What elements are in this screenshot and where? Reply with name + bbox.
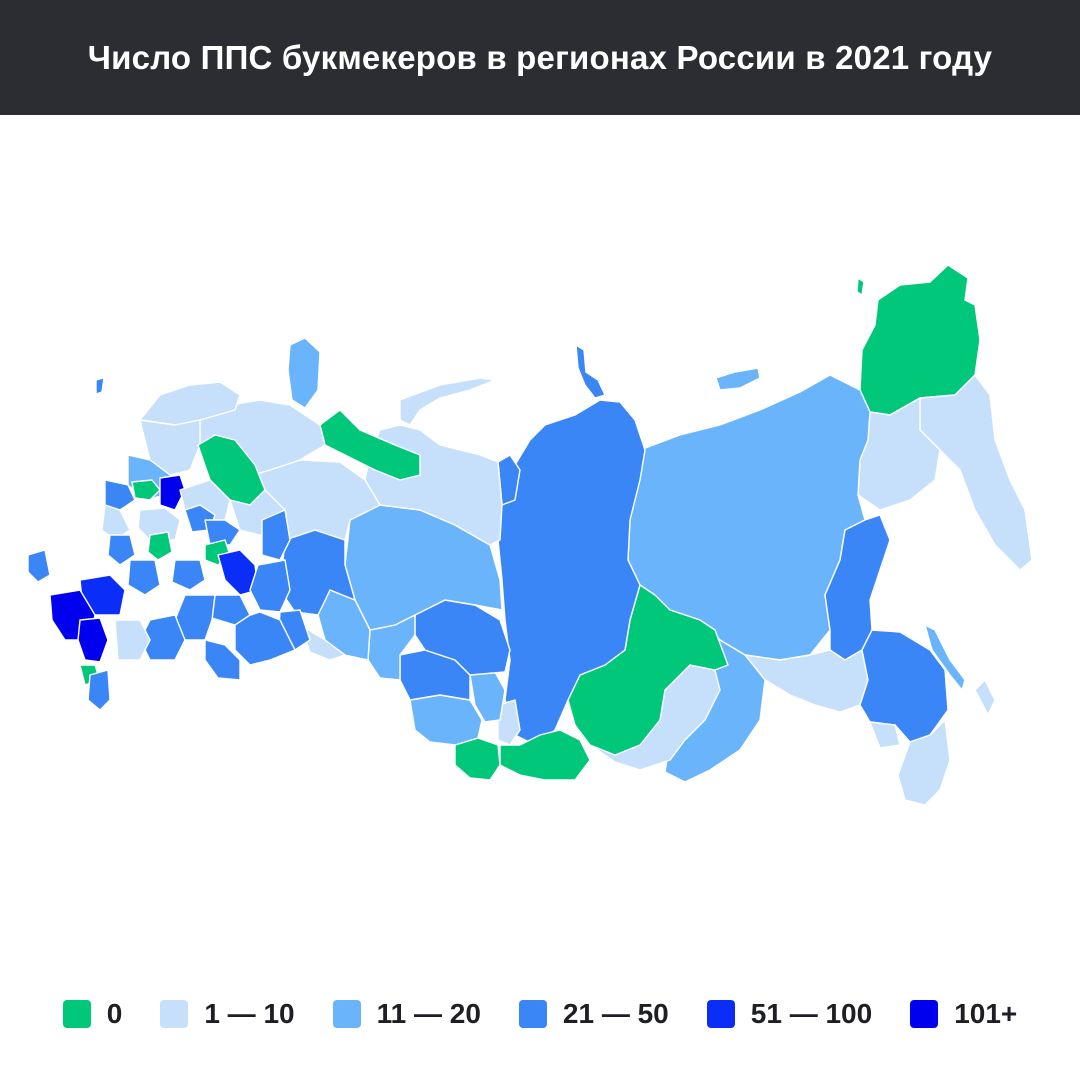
legend: 0 1 — 10 11 — 20 21 — 50 51 — 100 101+ [0, 990, 1080, 1038]
legend-item-101-plus: 101+ [910, 998, 1017, 1030]
region-ivanovo [204, 519, 241, 546]
region-spb [159, 474, 186, 511]
legend-label: 21 — 50 [562, 998, 669, 1029]
region-astrakhan [204, 639, 241, 681]
region-perm [261, 509, 291, 561]
region-novaya-zemlya [399, 377, 496, 426]
legend-label: 11 — 20 [376, 998, 481, 1029]
region-tyumen [317, 589, 371, 661]
region-belgorod [107, 534, 136, 566]
region-krasnoyarsk [497, 399, 646, 746]
region-sakhalin [924, 624, 966, 691]
legend-swatch-51-100 [706, 1000, 735, 1028]
region-voronezh [127, 559, 161, 596]
legend-item-51-100: 51 — 100 [706, 998, 873, 1030]
legend-label: 51 — 100 [750, 998, 873, 1029]
legend-label: 101+ [954, 998, 1018, 1029]
legend-swatch-21-50 [518, 1000, 547, 1028]
legend-item-1-10: 1 — 10 [160, 998, 295, 1030]
region-kamchatka [919, 374, 1033, 571]
region-moscow-city [147, 531, 173, 561]
region-moscow-oblast [137, 507, 181, 541]
region-island-wrangel [856, 277, 865, 296]
region-stavropol [77, 617, 109, 663]
legend-label: 0 [106, 998, 123, 1029]
region-dagestan [87, 669, 111, 711]
region-kalmykia [114, 619, 151, 661]
legend-swatch-101-plus [910, 1000, 939, 1028]
region-nenets [319, 409, 421, 481]
legend-item-0: 0 [62, 998, 123, 1030]
region-crimea [27, 549, 51, 583]
region-jewish [869, 721, 901, 749]
region-island-north [287, 337, 321, 409]
title-bar: Число ППС букмекеров в регионах России в… [0, 0, 1080, 115]
region-altai-krai [409, 694, 483, 746]
legend-item-11-20: 11 — 20 [332, 998, 481, 1030]
region-kurils [974, 679, 996, 716]
legend-swatch-11-20 [332, 1000, 361, 1028]
region-pskov [104, 479, 136, 511]
region-island-small [95, 377, 105, 395]
region-orenburg [234, 611, 296, 666]
region-island-arctic-2 [715, 367, 761, 391]
region-tyva [499, 729, 591, 781]
legend-label: 1 — 10 [204, 998, 295, 1029]
region-kurgan [299, 624, 346, 661]
legend-item-21-50: 21 — 50 [518, 998, 669, 1030]
region-altai-rep [454, 737, 501, 781]
russia-regions-map [27, 264, 1033, 806]
region-primorye [897, 719, 951, 806]
chart-title: Число ППС букмекеров в регионах России в… [87, 38, 993, 76]
legend-swatch-0 [62, 1000, 91, 1028]
region-novgorod [131, 479, 161, 501]
region-penza [171, 559, 206, 591]
legend-swatch-1-10 [160, 1000, 189, 1028]
region-island-arctic-1 [575, 344, 606, 399]
region-khakassia [497, 699, 521, 746]
